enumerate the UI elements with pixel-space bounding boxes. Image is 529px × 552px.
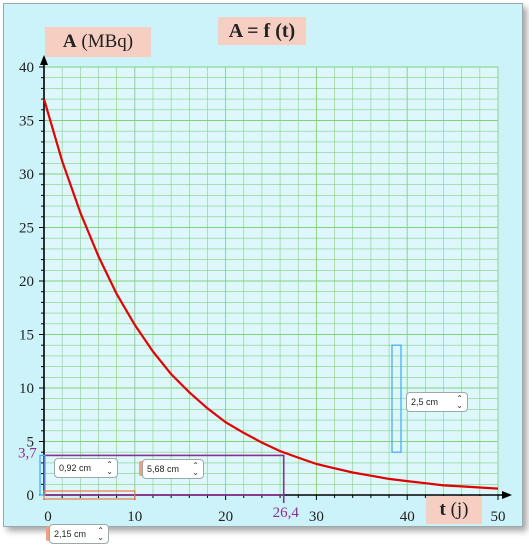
y-tick-label: 25 bbox=[19, 221, 34, 237]
height-value-2: 2,5 cm bbox=[411, 396, 439, 407]
height-input-2[interactable]: 2,5 cm ⌃ ⌄ bbox=[406, 391, 468, 412]
y-tick-label: 35 bbox=[19, 114, 34, 130]
chart-title-text: A = f (t) bbox=[228, 19, 296, 42]
x-tick-label: 10 bbox=[127, 509, 142, 525]
x-axis-arrow bbox=[502, 491, 512, 499]
ticks: 0 5 10 15 20 25 30 35 40 0 10 20 30 40 50 bbox=[19, 60, 506, 525]
chart-frame bbox=[3, 3, 523, 527]
y-axis-label: A (MBq) bbox=[45, 27, 151, 57]
x-tick-label: 0 bbox=[44, 509, 52, 525]
y-tick-label: 0 bbox=[27, 488, 35, 504]
y-tick-label: 20 bbox=[19, 274, 34, 290]
guides bbox=[39, 344, 402, 503]
y-tick-label: 40 bbox=[19, 60, 34, 76]
x-tick-label: 50 bbox=[491, 509, 506, 525]
width-control-2[interactable]: ⇿ 2,15 cm ⌃⌄ bbox=[46, 523, 109, 544]
y-axis-arrow bbox=[40, 55, 48, 65]
height-control-2[interactable]: ↕▯ 2,5 cm ⌃⌄ bbox=[406, 391, 468, 412]
height-selection-1 bbox=[39, 454, 46, 496]
y-tick-label: 5 bbox=[27, 435, 35, 451]
x-axis-label-unit: (j) bbox=[450, 499, 469, 520]
annotation-y-value: 3,7 bbox=[18, 445, 37, 461]
series-line bbox=[42, 98, 499, 490]
chart-title: A = f (t) bbox=[218, 17, 306, 45]
spinner-icon[interactable]: ⌃ ⌄ bbox=[97, 525, 104, 542]
grid bbox=[43, 66, 499, 496]
width-input-2[interactable]: 2,15 cm ⌃ ⌄ bbox=[49, 523, 109, 544]
height-selection-2 bbox=[391, 344, 402, 453]
x-axis-label: t (j) bbox=[426, 496, 482, 524]
y-tick-label: 10 bbox=[19, 381, 34, 397]
width-input-1[interactable]: 5,68 cm ⌃ ⌄ bbox=[142, 458, 204, 479]
width-value-2: 2,15 cm bbox=[54, 528, 87, 539]
annotations: 3,7 26,4 bbox=[18, 445, 299, 521]
width-control-1[interactable]: ⇿ 5,68 cm ⌃⌄ bbox=[139, 458, 204, 479]
height-value-1: 0,92 cm bbox=[59, 462, 92, 473]
x-tick-label: 20 bbox=[218, 509, 233, 525]
height-input-1[interactable]: 0,92 cm ⌃ ⌄ bbox=[54, 457, 118, 478]
spinner-icon[interactable]: ⌃ ⌄ bbox=[456, 393, 463, 410]
y-tick-label: 15 bbox=[19, 328, 34, 344]
annotation-box bbox=[43, 454, 285, 496]
x-tick-label: 40 bbox=[400, 509, 415, 525]
y-axis-label-unit: (MBq) bbox=[81, 31, 134, 52]
y-axis-label-symbol: A bbox=[62, 31, 77, 52]
spinner-icon[interactable]: ⌃ ⌄ bbox=[106, 459, 113, 476]
y-tick-label: 30 bbox=[19, 167, 34, 183]
x-tick-label: 30 bbox=[309, 509, 324, 525]
width-selection bbox=[43, 490, 136, 500]
spinner-icon[interactable]: ⌃ ⌄ bbox=[192, 460, 199, 477]
width-value-1: 5,68 cm bbox=[147, 463, 180, 474]
x-axis-label-symbol: t bbox=[439, 499, 446, 520]
height-control-1[interactable]: ↕▯ 0,92 cm ⌃⌄ bbox=[54, 457, 118, 478]
annotation-x-value: 26,4 bbox=[273, 505, 300, 521]
